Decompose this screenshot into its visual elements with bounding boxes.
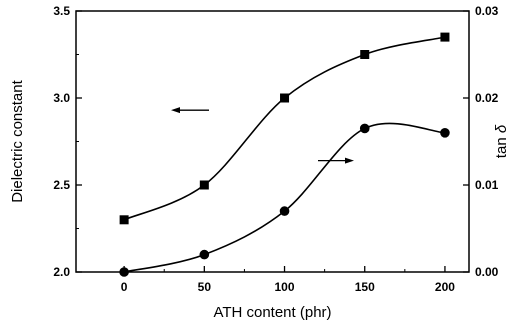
series-1-square-point: [199, 180, 209, 190]
plot-frame: [75, 10, 470, 273]
series-1-curve: [123, 36, 446, 221]
x-tick-label: 0: [121, 280, 128, 294]
x-axis-title: ATH content (phr): [213, 304, 331, 321]
series-1-square-point: [360, 50, 370, 59]
axis-ticks: 0 50 100 150 200 2.0 2.5 3.0 3.5 0.00 0.01 0.02 0.03: [53, 4, 498, 294]
fitted-curves: [123, 36, 446, 273]
series-1-square-point: [119, 215, 129, 225]
y-axis-right-title-text: tan: [493, 133, 510, 158]
right-arrow-head: [345, 157, 354, 164]
series-2-circle-point: [199, 249, 210, 260]
left-arrow-head: [171, 107, 180, 114]
x-tick-label: 200: [435, 280, 455, 294]
series-2-circle-point: [119, 267, 129, 277]
x-tick-label: 50: [198, 280, 212, 294]
plot-axes: [75, 10, 470, 273]
data-markers: [119, 32, 450, 277]
y-axis-right-title-symbol: δ: [493, 124, 510, 133]
series-2-circle-point: [440, 128, 450, 138]
y-right-tick-label: 0.03: [475, 4, 499, 18]
y-right-tick-label: 0.02: [475, 91, 499, 105]
y-right-tick-label: 0.00: [475, 265, 499, 279]
series-2-curve: [123, 122, 446, 273]
y-right-tick-label: 0.01: [475, 178, 499, 192]
series-1-square-point: [440, 32, 450, 42]
y-left-tick-label: 3.0: [53, 91, 70, 105]
series-1-square-point: [280, 93, 290, 103]
series-2-circle-point: [359, 123, 370, 134]
y-axis-right-title: tan δ: [493, 124, 510, 158]
y-left-tick-label: 2.0: [53, 265, 70, 279]
x-tick-label: 150: [355, 280, 375, 294]
y-axis-left-title: Dielectric constant: [9, 79, 26, 202]
y-left-tick-label: 3.5: [53, 4, 70, 18]
direction-arrows: [171, 107, 354, 164]
x-tick-label: 100: [275, 280, 295, 294]
series-2-circle-point: [279, 206, 290, 216]
y-left-tick-label: 2.5: [53, 178, 70, 192]
